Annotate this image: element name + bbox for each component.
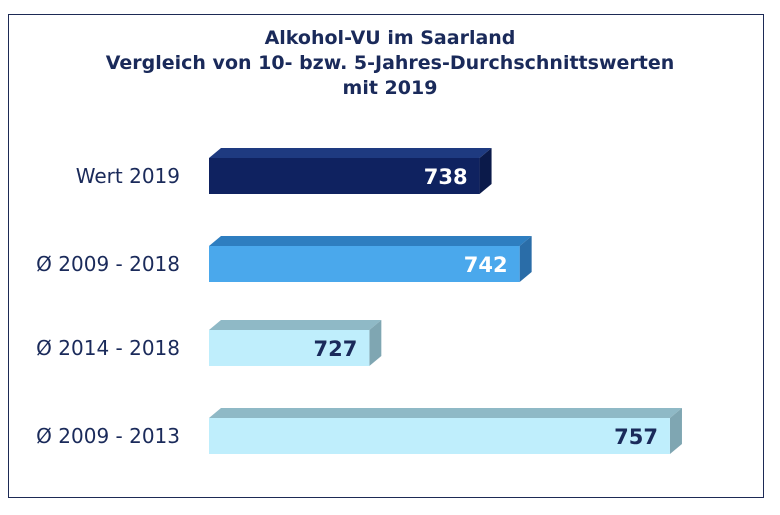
bar-top-face — [209, 320, 382, 330]
bar — [209, 330, 370, 366]
bar-group: 727 Ø 2014 - 2018 — [36, 320, 382, 366]
bar-top-face — [209, 408, 682, 418]
bar-group: 742 Ø 2009 - 2018 — [36, 236, 532, 282]
bar — [209, 246, 520, 282]
bar-top-face — [209, 236, 532, 246]
category-label: Ø 2009 - 2013 — [36, 424, 180, 448]
category-label: Wert 2019 — [76, 164, 180, 188]
bar-group: 757 Ø 2009 - 2013 — [36, 408, 682, 454]
chart-title-line-3: mit 2019 — [342, 77, 438, 99]
bar — [209, 418, 670, 454]
bar-side-face — [369, 320, 382, 366]
bar-side-face — [519, 236, 532, 282]
chart-title-line-2: Vergleich von 10- bzw. 5-Jahres-Durchsch… — [105, 52, 675, 74]
bar-side-face — [479, 148, 492, 194]
category-label: Ø 2009 - 2018 — [36, 252, 180, 276]
bar-value-label: 727 — [313, 337, 357, 361]
bar-group: 738 Wert 2019 — [76, 148, 492, 194]
bar-value-label: 757 — [614, 425, 658, 449]
category-label: Ø 2014 - 2018 — [36, 336, 180, 360]
chart-title: Alkohol-VU im Saarland Vergleich von 10-… — [0, 26, 780, 101]
bar-top-face — [209, 148, 492, 158]
chart-title-line-1: Alkohol-VU im Saarland — [264, 27, 516, 49]
bar-side-face — [669, 408, 682, 454]
bar — [209, 158, 480, 194]
bar-value-label: 742 — [464, 253, 508, 277]
bar-value-label: 738 — [424, 165, 468, 189]
